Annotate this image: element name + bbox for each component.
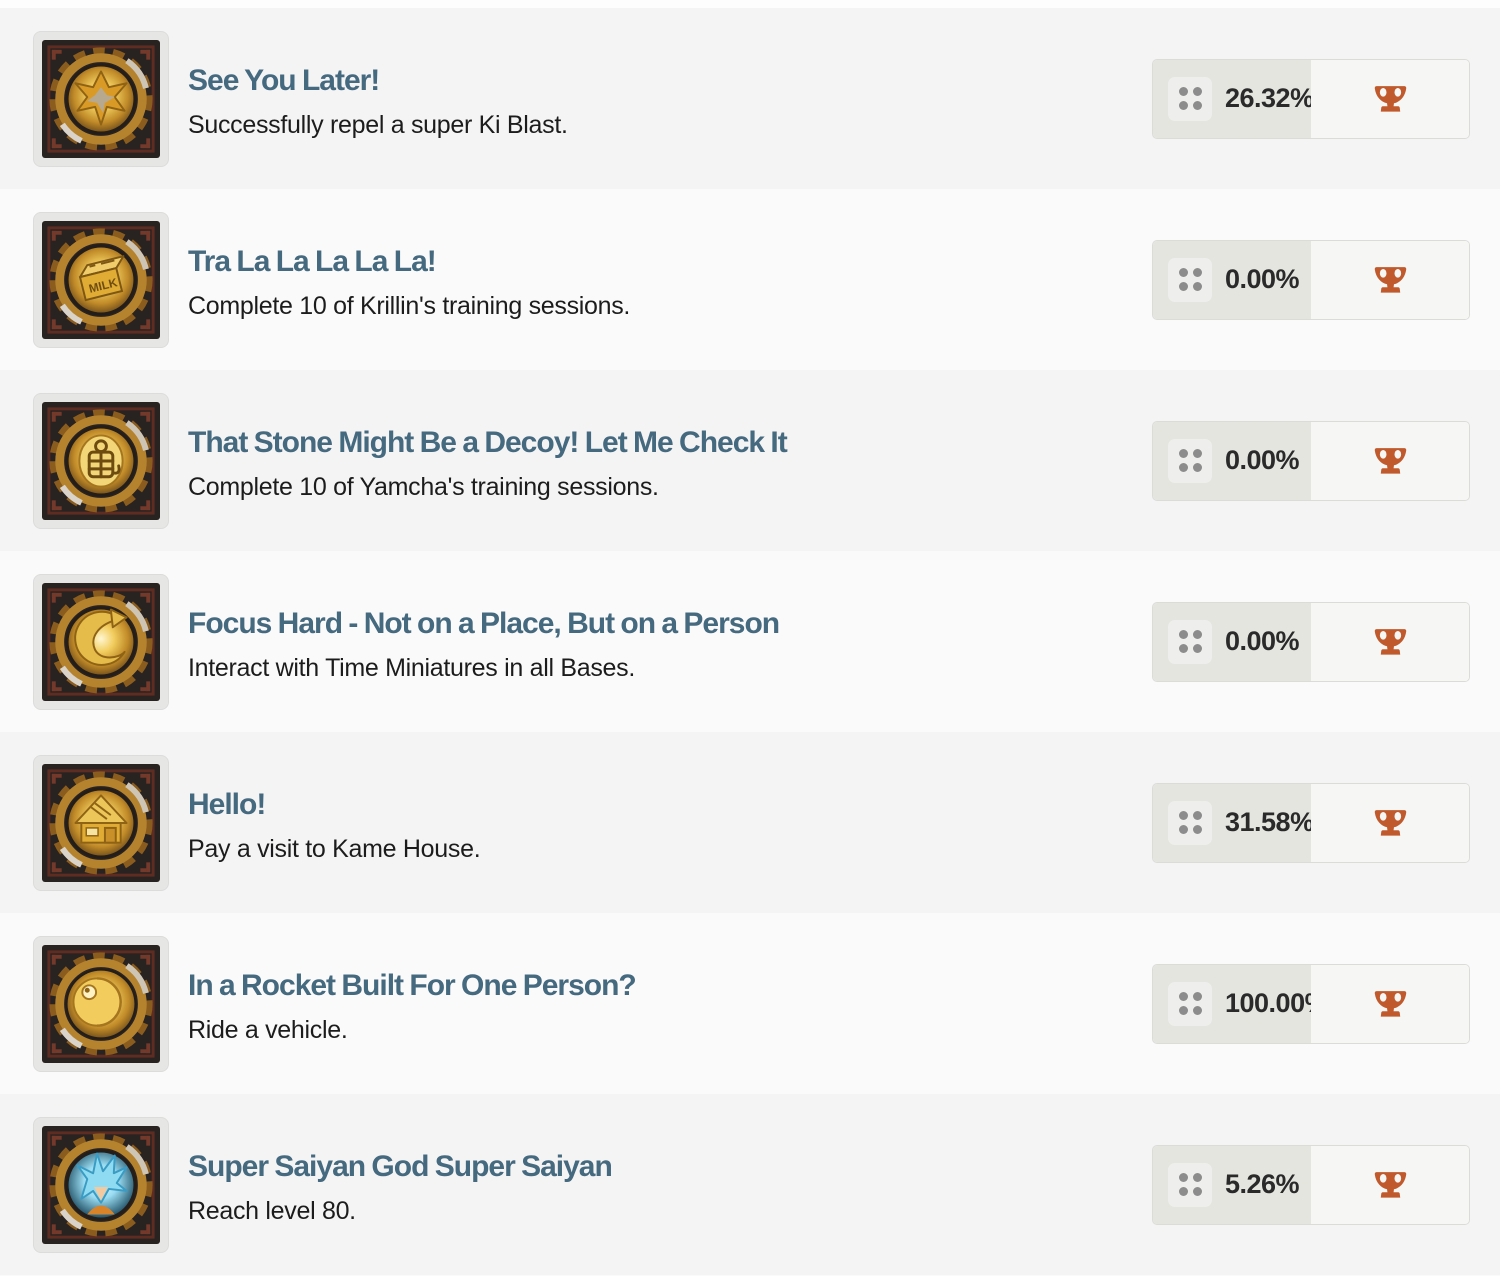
achievement-icon-frame: [33, 935, 169, 1072]
achievement-stats-box: 5.26%: [1152, 1144, 1470, 1225]
achievement-description: Interact with Time Miniatures in all Bas…: [188, 654, 636, 682]
achievement-title[interactable]: Tra La La La La La!: [188, 245, 437, 278]
ki-blast-splash-emblem-icon: [42, 40, 160, 158]
trophy-cell[interactable]: [1311, 964, 1469, 1043]
players-icon: [1168, 800, 1212, 845]
achievement-stats-box: 0.00%: [1152, 420, 1470, 501]
achievement-text-block: That Stone Might Be a Decoy! Let Me Chec…: [188, 418, 1152, 503]
trophy-icon: [1374, 991, 1406, 1017]
achievement-stats-box: 100.00%: [1152, 963, 1470, 1044]
achievement-icon-frame: [33, 573, 169, 710]
achievement-description: Reach level 80.: [188, 1197, 356, 1225]
earned-percentage-cell[interactable]: 0.00%: [1153, 421, 1311, 500]
earned-percentage: 0.00%: [1225, 264, 1300, 294]
turtle-kanji-coin-emblem-icon: [42, 402, 160, 520]
trophy-icon: [1374, 629, 1406, 655]
earned-percentage: 26.32%: [1225, 83, 1314, 113]
players-icon: [1168, 257, 1212, 302]
achievement-title[interactable]: Focus Hard - Not on a Place, But on a Pe…: [188, 607, 780, 640]
trophy-icon: [1374, 86, 1406, 112]
earned-percentage: 5.26%: [1225, 1169, 1300, 1199]
achievement-text-block: Super Saiyan God Super Saiyan Reach leve…: [188, 1142, 1152, 1227]
achievement-row: Super Saiyan God Super Saiyan Reach leve…: [0, 1094, 1500, 1275]
earned-percentage-cell[interactable]: 0.00%: [1153, 602, 1311, 681]
earned-percentage-cell[interactable]: 100.00%: [1153, 964, 1329, 1043]
achievement-text-block: In a Rocket Built For One Person? Ride a…: [188, 961, 1152, 1046]
earned-percentage: 0.00%: [1225, 626, 1300, 656]
achievement-title[interactable]: Hello!: [188, 788, 266, 821]
achievement-description: Complete 10 of Krillin's training sessio…: [188, 292, 631, 320]
kame-house-emblem-icon: [42, 764, 160, 882]
trophy-cell[interactable]: [1311, 240, 1469, 319]
previous-row-edge: [0, 0, 1500, 8]
earned-percentage: 31.58%: [1225, 807, 1314, 837]
achievement-title[interactable]: In a Rocket Built For One Person?: [188, 969, 637, 1002]
achievement-stats-box: 26.32%: [1152, 58, 1470, 139]
achievement-description: Ride a vehicle.: [188, 1016, 348, 1044]
players-icon: [1168, 438, 1212, 483]
curved-arrow-emblem-icon: [42, 583, 160, 701]
svg-text:MILK: MILK: [87, 275, 119, 296]
trophy-cell[interactable]: [1311, 783, 1469, 862]
players-icon: [1168, 619, 1212, 664]
achievement-row: See You Later! Successfully repel a supe…: [0, 8, 1500, 189]
achievement-title[interactable]: Super Saiyan God Super Saiyan: [188, 1150, 613, 1183]
trophy-icon: [1374, 1172, 1406, 1198]
achievement-row: That Stone Might Be a Decoy! Let Me Chec…: [0, 370, 1500, 551]
earned-percentage-cell[interactable]: 26.32%: [1153, 59, 1314, 138]
trophy-icon: [1374, 810, 1406, 836]
achievement-list: See You Later! Successfully repel a supe…: [0, 8, 1500, 1275]
achievement-title[interactable]: That Stone Might Be a Decoy! Let Me Chec…: [188, 426, 788, 459]
achievement-stats-box: 0.00%: [1152, 239, 1470, 320]
trophy-icon: [1374, 448, 1406, 474]
achievement-description: Pay a visit to Kame House.: [188, 835, 481, 863]
achievement-icon-frame: [33, 1116, 169, 1253]
earned-percentage-cell[interactable]: 0.00%: [1153, 240, 1311, 319]
earned-percentage-cell[interactable]: 31.58%: [1153, 783, 1314, 862]
milk-crate-emblem-icon: MILK: [42, 221, 160, 339]
achievement-stats-box: 0.00%: [1152, 601, 1470, 682]
players-icon: [1168, 76, 1212, 121]
achievement-text-block: Tra La La La La La! Complete 10 of Krill…: [188, 237, 1152, 322]
achievement-text-block: Hello! Pay a visit to Kame House.: [188, 780, 1152, 865]
achievement-row: MILK Tra La La La La La! Complete 10 of …: [0, 189, 1500, 370]
super-saiyan-blue-portrait-icon: [42, 1126, 160, 1244]
achievement-icon-frame: [33, 30, 169, 167]
trophy-cell[interactable]: [1311, 1145, 1469, 1224]
trophy-cell[interactable]: [1311, 59, 1469, 138]
achievement-row: Hello! Pay a visit to Kame House. 31.58%: [0, 732, 1500, 913]
golden-sphere-emblem-icon: [42, 945, 160, 1063]
achievement-title[interactable]: See You Later!: [188, 64, 380, 97]
achievement-stats-box: 31.58%: [1152, 782, 1470, 863]
achievement-row: Focus Hard - Not on a Place, But on a Pe…: [0, 551, 1500, 732]
earned-percentage: 0.00%: [1225, 445, 1300, 475]
players-icon: [1168, 1162, 1212, 1207]
achievement-icon-frame: [33, 754, 169, 891]
trophy-icon: [1374, 267, 1406, 293]
achievement-icon-frame: MILK: [33, 211, 169, 348]
achievement-icon-frame: [33, 392, 169, 529]
earned-percentage-cell[interactable]: 5.26%: [1153, 1145, 1311, 1224]
achievement-row: In a Rocket Built For One Person? Ride a…: [0, 913, 1500, 1094]
players-icon: [1168, 981, 1212, 1026]
achievement-text-block: See You Later! Successfully repel a supe…: [188, 56, 1152, 141]
achievement-description: Complete 10 of Yamcha's training session…: [188, 473, 659, 501]
achievement-text-block: Focus Hard - Not on a Place, But on a Pe…: [188, 599, 1152, 684]
trophy-cell[interactable]: [1311, 602, 1469, 681]
trophy-cell[interactable]: [1311, 421, 1469, 500]
achievement-description: Successfully repel a super Ki Blast.: [188, 111, 568, 139]
